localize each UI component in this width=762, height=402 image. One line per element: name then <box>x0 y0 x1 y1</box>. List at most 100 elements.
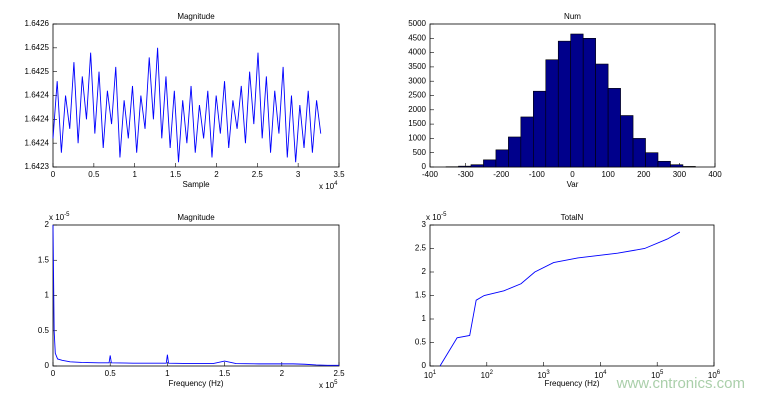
x-tick-label: -200 <box>493 170 510 179</box>
chart-title: Num <box>564 12 581 21</box>
x-axis-label: Frequency (Hz) <box>544 379 599 388</box>
axes-box <box>429 224 715 367</box>
x-tick-label: 2 <box>280 369 285 378</box>
x-tick-base: 10 <box>594 371 603 380</box>
axes-box <box>52 224 340 367</box>
axis-multiplier: x 10-5 <box>426 212 447 223</box>
histogram-bar <box>508 136 522 168</box>
multiplier-exponent: 4 <box>334 181 338 187</box>
y-tick-label: 1000 <box>408 134 426 143</box>
y-tick-label: 1.6423 <box>25 162 50 171</box>
x-axis-label: Var <box>567 180 579 189</box>
histogram-bar <box>557 40 572 168</box>
x-axis-label: Sample <box>182 180 210 189</box>
x-tick-label: 200 <box>637 170 651 179</box>
y-tick-label: 1 <box>45 291 50 300</box>
chart-title: Magnitude <box>177 213 215 222</box>
x-tick-label: 3.5 <box>333 170 345 179</box>
x-tick-base: 10 <box>424 371 433 380</box>
y-tick-label: 1 <box>422 314 427 323</box>
y-tick-label: 1500 <box>408 119 426 128</box>
y-tick-label: 3 <box>422 220 427 229</box>
multiplier-exponent: -5 <box>64 212 70 218</box>
y-tick-label: 0 <box>45 361 50 370</box>
y-tick-label: 1.5 <box>415 291 427 300</box>
histogram-bar <box>483 159 497 168</box>
x-tick-label: 1.5 <box>170 170 182 179</box>
histogram-bar <box>458 165 472 168</box>
histogram-bar <box>595 63 609 168</box>
histogram-bar <box>495 149 509 168</box>
y-tick-label: 2 <box>422 267 427 276</box>
multiplier-exponent: -5 <box>441 212 447 218</box>
x-tick-label: 0.5 <box>88 170 100 179</box>
histogram-bar <box>582 37 596 168</box>
axis-multiplier: x 105 <box>319 380 338 391</box>
multiplier-base: x 10 <box>426 213 442 222</box>
y-tick-label: 1.5 <box>38 255 50 264</box>
histogram-bar <box>470 164 484 168</box>
multiplier-base: x 10 <box>319 182 335 191</box>
x-tick-label: 1.5 <box>219 369 231 378</box>
x-tick-exponent: 6 <box>717 370 721 376</box>
y-tick-label: 2 <box>45 220 50 229</box>
x-tick-label: 105 <box>651 370 664 381</box>
multiplier-base: x 10 <box>319 381 335 390</box>
x-tick-label: 101 <box>424 370 437 381</box>
y-tick-label: 4500 <box>408 33 426 42</box>
histogram-bar <box>632 138 646 168</box>
x-tick-label: 103 <box>537 370 550 381</box>
histogram-bar <box>645 152 659 168</box>
x-tick-label: 2.5 <box>252 170 264 179</box>
x-tick-exponent: 5 <box>660 370 664 376</box>
y-tick-label: 0.5 <box>38 326 50 335</box>
x-tick-label: 3 <box>296 170 301 179</box>
data-line <box>52 224 339 366</box>
data-line <box>439 231 681 367</box>
x-tick-label: 0 <box>51 170 56 179</box>
axis-multiplier: x 10-5 <box>49 212 70 223</box>
x-tick-label: -300 <box>458 170 475 179</box>
histogram-bar <box>520 116 534 168</box>
x-tick-label: 400 <box>708 170 722 179</box>
y-tick-label: 1.6425 <box>25 43 50 52</box>
x-tick-base: 10 <box>708 371 717 380</box>
x-tick-label: 102 <box>481 370 494 381</box>
y-tick-label: 1.6425 <box>25 67 50 76</box>
x-tick-label: 0.5 <box>105 369 117 378</box>
y-tick-label: 5000 <box>408 19 426 28</box>
x-tick-exponent: 4 <box>603 370 607 376</box>
data-line <box>52 47 322 163</box>
x-tick-label: -100 <box>529 170 546 179</box>
chart-title: TotalN <box>561 213 584 222</box>
x-tick-exponent: 2 <box>490 370 494 376</box>
y-tick-label: 0.5 <box>415 338 427 347</box>
x-tick-label: 1 <box>165 369 170 378</box>
x-tick-label: 2 <box>214 170 219 179</box>
multiplier-exponent: 5 <box>334 380 338 386</box>
x-tick-label: 1 <box>132 170 137 179</box>
y-tick-label: 1.6424 <box>25 138 50 147</box>
watermark: www.cntronics.com <box>616 375 745 392</box>
x-tick-base: 10 <box>481 371 490 380</box>
axis-multiplier: x 104 <box>319 181 338 192</box>
x-tick-base: 10 <box>651 371 660 380</box>
x-tick-label: 104 <box>594 370 607 381</box>
x-tick-label: 100 <box>601 170 615 179</box>
histogram-bar <box>607 88 621 168</box>
y-tick-label: 1.6426 <box>25 19 50 28</box>
x-axis-label: Frequency (Hz) <box>168 379 223 388</box>
y-tick-label: 500 <box>413 148 427 157</box>
x-tick-label: 106 <box>708 370 721 381</box>
y-tick-label: 2000 <box>408 105 426 114</box>
multiplier-base: x 10 <box>49 213 65 222</box>
y-tick-label: 2.5 <box>415 244 427 253</box>
y-tick-label: 4000 <box>408 48 426 57</box>
x-tick-exponent: 1 <box>433 370 437 376</box>
y-tick-label: 0 <box>422 361 427 370</box>
y-tick-label: 2500 <box>408 91 426 100</box>
x-tick-label: 2.5 <box>333 369 345 378</box>
histogram-bar <box>670 164 684 168</box>
x-tick-base: 10 <box>537 371 546 380</box>
